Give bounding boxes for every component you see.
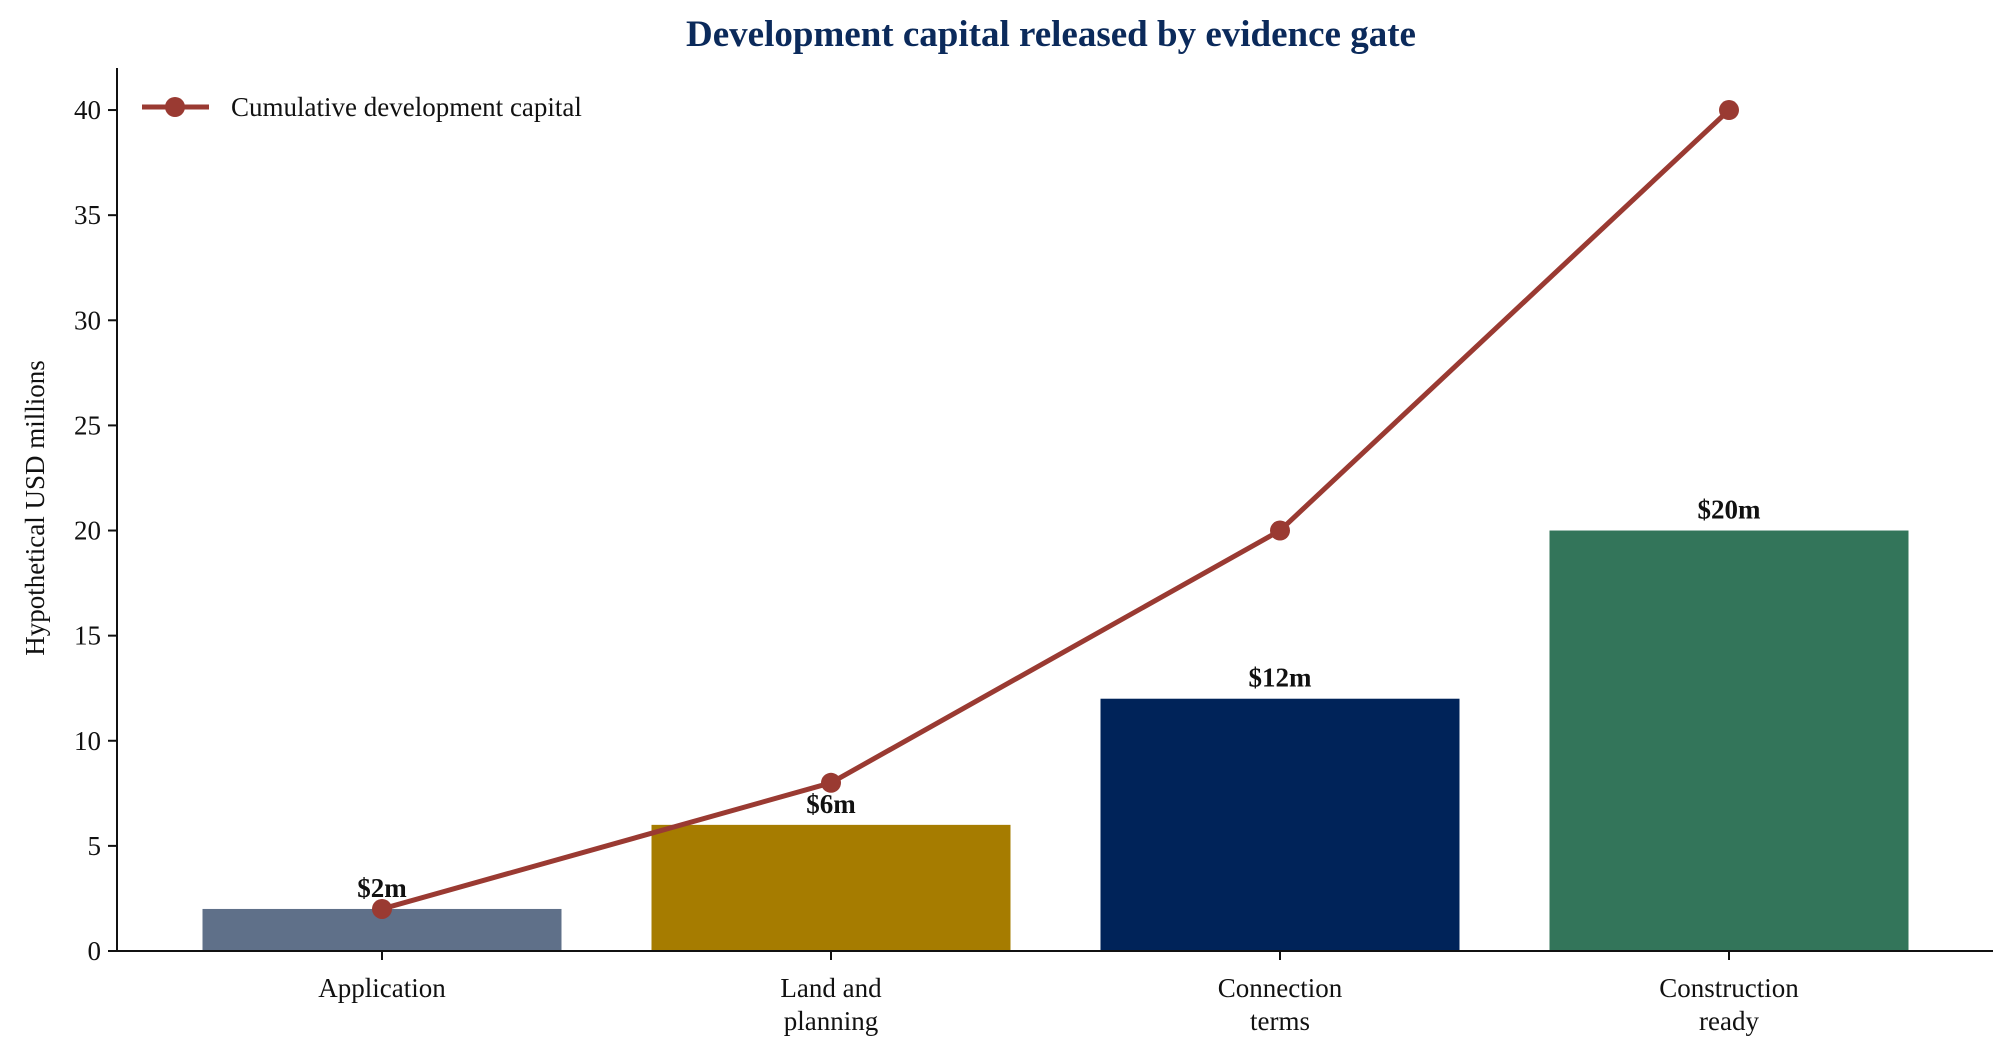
bar-value-label-3: $12m [1249, 663, 1313, 693]
y-tick-label-30: 30 [74, 305, 101, 335]
x-tick-label-2: Land and planning [780, 973, 882, 1036]
bar-4 [1549, 530, 1909, 951]
chart-title: Development capital released by evidence… [686, 14, 1416, 55]
x-tick-label-1: Application [318, 973, 446, 1003]
series-point-2 [821, 772, 841, 793]
legend-marker [165, 97, 185, 117]
y-tick-label-40: 40 [74, 95, 101, 125]
y-axis-label: Hypothetical USD millions [20, 360, 50, 655]
y-tick-label-35: 35 [74, 200, 101, 230]
bar-3 [1100, 698, 1460, 951]
series-point-3 [1270, 520, 1290, 541]
legend-label: Cumulative development capital [231, 92, 582, 122]
x-tick-label-4: Construction ready [1659, 973, 1799, 1036]
bar-2 [651, 824, 1011, 951]
y-tick-label-20: 20 [74, 516, 101, 546]
x-tick-label-3: Connection terms [1218, 973, 1343, 1036]
y-tick-label-25: 25 [74, 410, 101, 440]
series-point-1 [372, 898, 392, 919]
series-point-4 [1719, 100, 1739, 121]
y-tick-label-15: 15 [74, 621, 101, 651]
bar-value-label-2: $6m [806, 789, 856, 819]
y-tick-label-0: 0 [88, 936, 102, 966]
bar-value-label-4: $20m [1698, 495, 1762, 525]
y-tick-label-10: 10 [74, 726, 101, 756]
series-line-1 [381, 108, 1731, 912]
bar-value-label-1: $2m [357, 873, 407, 903]
y-tick-label-5: 5 [88, 831, 102, 861]
